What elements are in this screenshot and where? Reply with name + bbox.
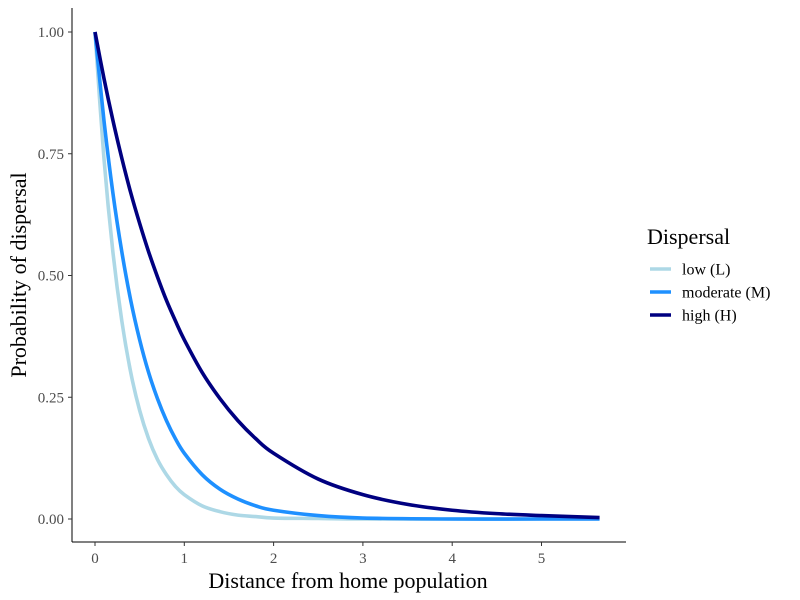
- y-tick-label: 0.25: [38, 390, 64, 406]
- legend: Dispersal low (L) moderate (M) high (H): [647, 224, 770, 325]
- x-tick-label: 5: [538, 551, 546, 567]
- legend-label-2: high (H): [682, 308, 737, 325]
- legend-label-1: moderate (M): [682, 285, 770, 302]
- legend-title: Dispersal: [647, 224, 730, 249]
- x-tick-label: 2: [270, 551, 278, 567]
- x-tick-label: 1: [181, 551, 189, 567]
- y-tick-label: 0.50: [38, 269, 64, 285]
- y-tick-label: 0.00: [38, 512, 64, 528]
- y-tick-label: 1.00: [38, 25, 64, 41]
- y-tick-label: 0.75: [38, 147, 64, 163]
- y-axis-title: Probability of dispersal: [6, 172, 31, 377]
- series-line-0: [93, 31, 600, 521]
- x-ticks: 0 1 2 3 4 5: [91, 542, 545, 567]
- series-lines: [93, 31, 600, 521]
- x-tick-label: 3: [359, 551, 367, 567]
- legend-label-0: low (L): [682, 262, 730, 279]
- series-line-2: [93, 31, 600, 520]
- x-axis-title: Distance from home population: [208, 568, 487, 593]
- y-ticks: 0.00 0.25 0.50 0.75 1.00: [38, 25, 72, 528]
- x-tick-label: 4: [448, 551, 456, 567]
- series-line-1: [93, 31, 600, 521]
- legend-items: low (L) moderate (M) high (H): [650, 262, 770, 325]
- x-tick-label: 0: [91, 551, 99, 567]
